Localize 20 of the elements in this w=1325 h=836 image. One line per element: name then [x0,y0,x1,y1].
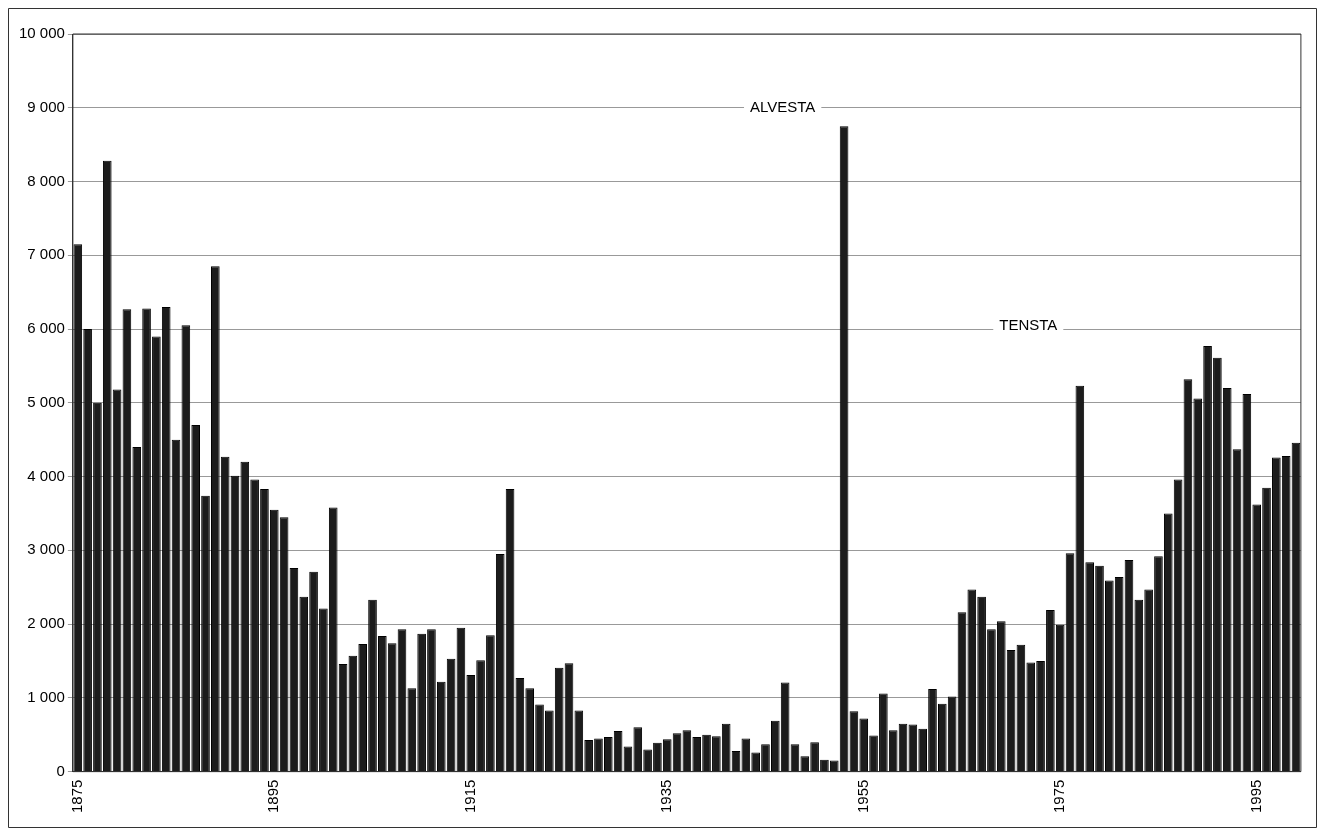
x-tick-label: 1935 [657,779,675,814]
y-tick-label: 9 000 [27,97,65,115]
y-tick-label: 0 [56,761,65,779]
y-tick-label: 5 000 [27,392,65,410]
x-tick-label: 1875 [67,779,85,814]
y-tick-label: 10 000 [18,24,65,42]
y-tick-label: 1 000 [27,688,65,706]
y-tick-label: 2 000 [27,614,65,632]
annotation: TENSTA [999,315,1058,333]
y-tick-label: 7 000 [27,245,65,263]
y-tick-label: 8 000 [27,171,65,189]
x-tick-label: 1995 [1246,779,1264,814]
x-tick-label: 1915 [460,779,478,814]
x-tick-label: 1895 [264,779,282,814]
y-tick-label: 3 000 [27,540,65,558]
x-tick-label: 1975 [1050,779,1068,814]
annotation: ALVESTA [750,97,816,115]
y-tick-label: 6 000 [27,319,65,337]
y-tick-label: 4 000 [27,466,65,484]
x-tick-label: 1955 [853,779,871,814]
